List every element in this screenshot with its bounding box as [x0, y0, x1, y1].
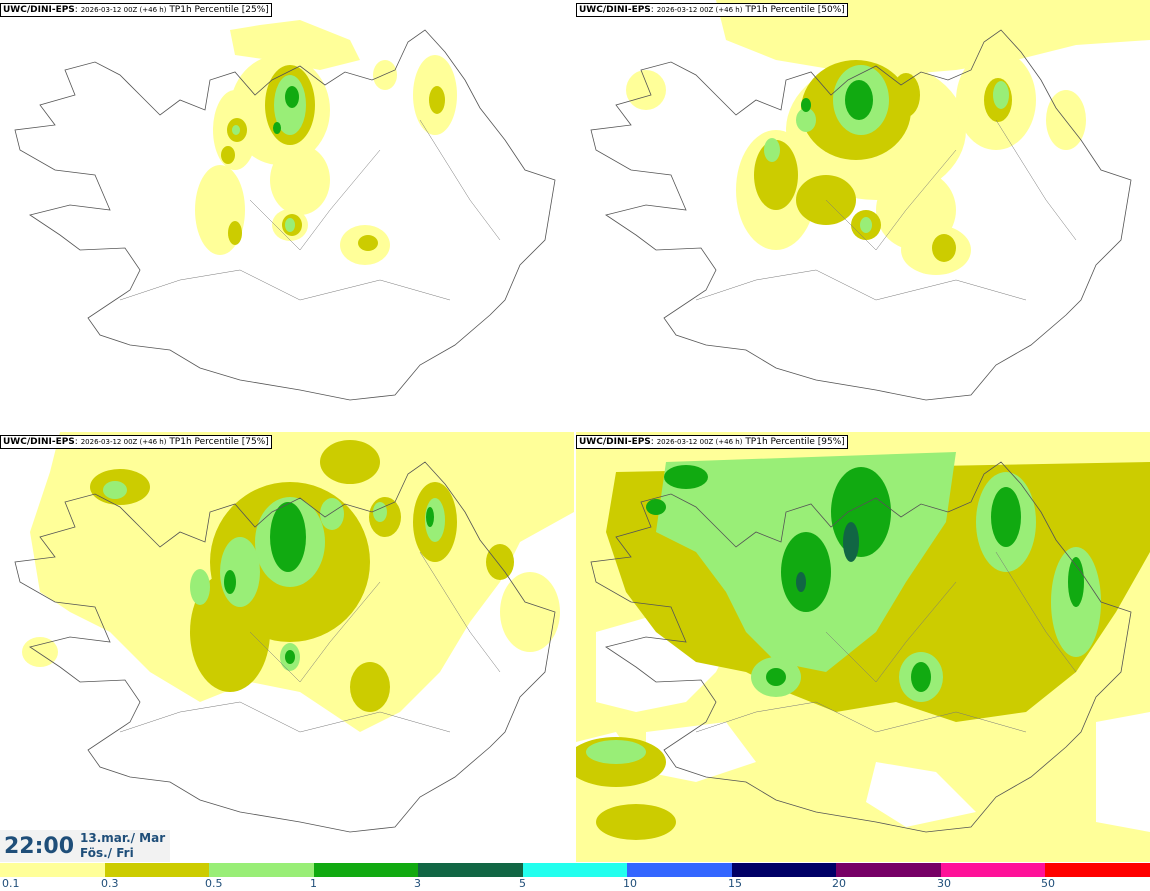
legend-swatch [627, 863, 732, 877]
valid-time-box: 22:00 13.mar./ Mar Fös./ Fri [0, 830, 170, 862]
precip-map-p95 [576, 432, 1150, 862]
run-time: 2026-03-12 00Z (+46 h) [656, 6, 743, 14]
precip-map-p50 [590, 0, 1150, 401]
model-name: UWC/DINI-EPS [3, 5, 75, 15]
legend-swatch [313, 863, 419, 877]
field-name: TP1h Percentile [75%] [169, 437, 269, 447]
run-time: 2026-03-12 00Z (+46 h) [80, 438, 167, 446]
field-name: TP1h Percentile [25%] [169, 5, 269, 15]
map-panel-p95: UWC/DINI-EPS: 2026-03-12 00Z (+46 h) TP1… [576, 432, 1150, 862]
map-panel-p25: UWC/DINI-EPS: 2026-03-12 00Z (+46 h) TP1… [0, 0, 574, 430]
legend-tick-label: 5 [519, 877, 526, 890]
precip-map-p75 [14, 432, 574, 833]
legend-swatch [522, 863, 628, 877]
legend-swatch [418, 863, 523, 877]
legend-tick-label: 0.5 [205, 877, 223, 890]
valid-time: 22:00 [4, 834, 75, 859]
panel-caption: UWC/DINI-EPS: 2026-03-12 00Z (+46 h) TP1… [576, 3, 848, 17]
valid-weekday: Fös./ Fri [80, 846, 134, 860]
model-name: UWC/DINI-EPS [579, 5, 651, 15]
legend-swatch [731, 863, 837, 877]
legend-swatch [104, 863, 210, 877]
run-time: 2026-03-12 00Z (+46 h) [656, 438, 743, 446]
valid-date: 13.mar./ Mar Fös./ Fri [80, 831, 165, 861]
map-panel-p75: UWC/DINI-EPS: 2026-03-12 00Z (+46 h) TP1… [0, 432, 574, 862]
legend-tick-label: 10 [623, 877, 637, 890]
legend-swatch [1045, 863, 1150, 877]
legend-swatch [209, 863, 314, 877]
field-name: TP1h Percentile [95%] [745, 437, 845, 447]
legend-tick-label: 20 [832, 877, 846, 890]
legend-swatch [0, 863, 105, 877]
run-time: 2026-03-12 00Z (+46 h) [80, 6, 167, 14]
legend-swatch [940, 863, 1046, 877]
valid-date-text: 13.mar./ Mar [80, 831, 166, 845]
panel-caption: UWC/DINI-EPS: 2026-03-12 00Z (+46 h) TP1… [576, 435, 848, 449]
legend-tick-label: 50 [1041, 877, 1055, 890]
panel-caption: UWC/DINI-EPS: 2026-03-12 00Z (+46 h) TP1… [0, 3, 272, 17]
legend-tick-label: 15 [728, 877, 742, 890]
precip-map-p25 [14, 20, 556, 401]
panel-caption: UWC/DINI-EPS: 2026-03-12 00Z (+46 h) TP1… [0, 435, 272, 449]
legend-tick-label: 3 [414, 877, 421, 890]
model-name: UWC/DINI-EPS [3, 437, 75, 447]
legend-tick-label: 30 [937, 877, 951, 890]
legend-ticks: 0.1 0.3 0.5 1 3 5 10 15 20 30 50 [0, 877, 1150, 891]
legend-tick-label: 1 [310, 877, 317, 890]
map-panel-p50: UWC/DINI-EPS: 2026-03-12 00Z (+46 h) TP1… [576, 0, 1150, 430]
legend-swatch [836, 863, 941, 877]
model-name: UWC/DINI-EPS [579, 437, 651, 447]
legend-tick-label: 0.1 [2, 877, 20, 890]
color-legend [0, 863, 1150, 877]
legend-tick-label: 0.3 [101, 877, 119, 890]
field-name: TP1h Percentile [50%] [745, 5, 845, 15]
